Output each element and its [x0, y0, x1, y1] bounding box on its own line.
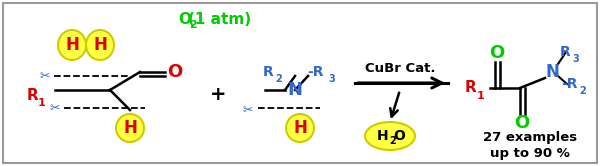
- Text: CuBr Cat.: CuBr Cat.: [365, 61, 435, 75]
- Text: R: R: [464, 81, 476, 95]
- Text: H: H: [123, 119, 137, 137]
- Text: ✂: ✂: [40, 70, 50, 83]
- Text: 2: 2: [275, 74, 283, 84]
- Ellipse shape: [116, 114, 144, 142]
- Text: O: O: [490, 44, 505, 62]
- Text: up to 90 %: up to 90 %: [490, 147, 570, 160]
- Text: N: N: [287, 81, 302, 99]
- Text: -R: -R: [562, 77, 578, 91]
- Text: 2: 2: [189, 20, 197, 30]
- Text: 3: 3: [329, 74, 335, 84]
- Ellipse shape: [86, 30, 114, 60]
- Text: O: O: [514, 114, 530, 132]
- Ellipse shape: [365, 122, 415, 150]
- Text: 2: 2: [580, 86, 586, 96]
- Ellipse shape: [58, 30, 86, 60]
- Text: R: R: [263, 65, 274, 79]
- Text: ✂: ✂: [50, 101, 60, 115]
- Text: (1 atm): (1 atm): [188, 12, 251, 28]
- Text: R: R: [560, 45, 571, 59]
- Text: N: N: [545, 63, 559, 81]
- Text: ✂: ✂: [243, 103, 253, 117]
- Text: O: O: [393, 129, 405, 143]
- Text: H: H: [65, 36, 79, 54]
- Text: H: H: [293, 119, 307, 137]
- Text: -R: -R: [307, 65, 323, 79]
- Ellipse shape: [286, 114, 314, 142]
- Text: H: H: [93, 36, 107, 54]
- Text: O: O: [179, 12, 191, 28]
- Text: 27 examples: 27 examples: [483, 131, 577, 144]
- Text: +: +: [210, 85, 226, 105]
- Text: 2: 2: [389, 136, 397, 146]
- Text: 1: 1: [38, 98, 46, 108]
- Text: O: O: [167, 63, 182, 81]
- Text: R: R: [26, 87, 38, 102]
- Text: H: H: [377, 129, 389, 143]
- Text: 1: 1: [477, 91, 485, 101]
- Text: 3: 3: [572, 54, 580, 64]
